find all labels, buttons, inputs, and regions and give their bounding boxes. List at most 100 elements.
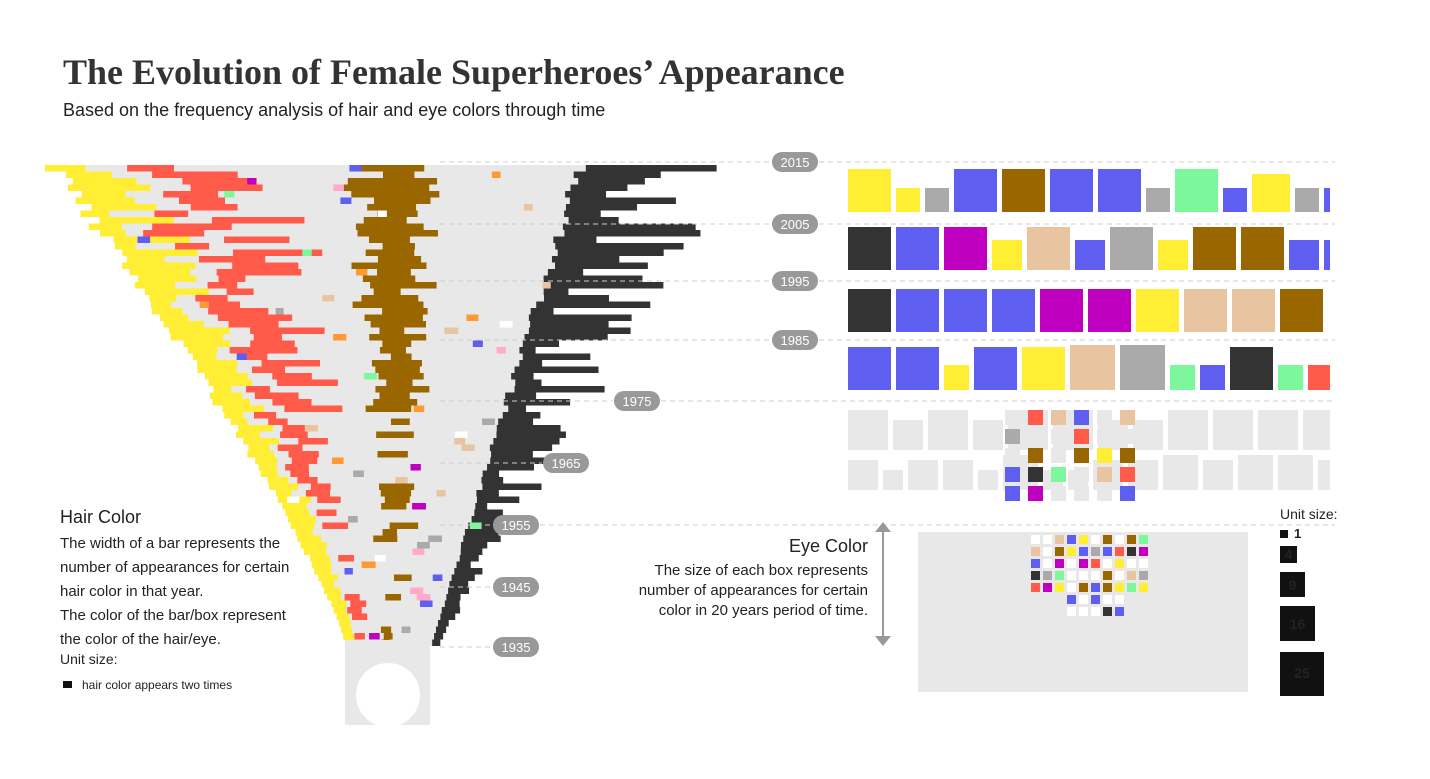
hair-bar <box>440 613 456 620</box>
hair-bar <box>449 581 469 588</box>
hair-bar <box>258 464 277 471</box>
hair-bar <box>496 431 566 438</box>
unit-box-label: 9 <box>1289 577 1297 593</box>
hair-bar <box>272 399 312 406</box>
eye-box <box>1051 410 1066 425</box>
hair-bar <box>380 626 392 633</box>
hair-bar <box>373 399 418 406</box>
hair-bar <box>255 457 278 464</box>
eye-box <box>978 470 998 490</box>
eye-box <box>848 169 891 212</box>
funnel-row <box>115 243 572 250</box>
hair-bar <box>508 405 527 412</box>
eye-box <box>1103 607 1112 616</box>
hair-bar <box>88 223 122 230</box>
hair-bar <box>444 600 460 607</box>
hair-bar <box>568 217 619 224</box>
funnel-row <box>149 295 559 302</box>
funnel-row <box>224 412 513 419</box>
funnel-row <box>318 574 455 581</box>
hair-bar <box>365 249 415 256</box>
hair-bar <box>268 418 288 425</box>
hair-bar <box>209 392 243 399</box>
hair-bar <box>528 314 632 321</box>
eye-box <box>1115 559 1124 568</box>
funnel-row <box>324 587 451 594</box>
eye-box <box>928 410 968 450</box>
hair-bar <box>239 353 268 360</box>
hair-box <box>304 425 318 434</box>
hair-bar <box>91 204 157 211</box>
funnel-row <box>290 522 474 529</box>
eye-box <box>1184 289 1227 332</box>
hair-bar <box>99 217 174 224</box>
hair-bar <box>230 418 248 425</box>
eye-box <box>1203 460 1233 490</box>
hair-bar <box>382 171 415 178</box>
hair-bar <box>375 386 430 393</box>
hair-bar <box>45 165 86 172</box>
hair-box <box>417 542 430 551</box>
hair-bar <box>355 223 424 230</box>
hair-bar <box>482 470 500 477</box>
year-pill <box>772 271 818 291</box>
eye-box <box>1079 595 1088 604</box>
funnel-row <box>258 464 495 471</box>
funnel-row <box>230 418 508 425</box>
hair-bar <box>476 490 499 497</box>
hair-bar <box>358 165 425 172</box>
funnel-row <box>212 399 514 406</box>
hair-bar <box>446 594 461 601</box>
funnel-row <box>236 431 506 438</box>
eye-box <box>1005 467 1020 482</box>
eye-box <box>1278 455 1313 490</box>
hair-bar <box>333 607 346 614</box>
eye-box <box>944 365 969 390</box>
hair-box <box>469 522 482 532</box>
eye-box <box>1002 169 1045 212</box>
eye-box <box>848 460 878 490</box>
hair-box <box>322 295 335 304</box>
eye-box <box>1127 547 1136 556</box>
hair-bar <box>519 360 543 367</box>
hair-bar <box>519 347 536 354</box>
hair-bar <box>122 262 196 269</box>
funnel-row <box>122 249 575 256</box>
hair-box <box>412 503 426 512</box>
funnel-row <box>285 509 480 516</box>
hair-bar <box>351 191 440 198</box>
hair-box <box>436 490 446 499</box>
hair-bar <box>543 295 609 302</box>
hair-bar <box>351 262 427 269</box>
funnel-row <box>170 334 538 341</box>
eye-legend-title: Eye Color <box>789 536 868 556</box>
hair-bar <box>182 178 257 185</box>
hair-bar <box>543 288 569 295</box>
hair-bar <box>285 509 310 516</box>
funnel-row <box>122 262 571 269</box>
eye-box <box>1067 607 1076 616</box>
eye-box <box>1127 571 1136 580</box>
hair-bar <box>269 483 299 490</box>
hair-bar <box>361 295 419 302</box>
year-pill <box>493 637 539 657</box>
funnel-row <box>91 204 585 211</box>
hair-bar <box>72 178 137 185</box>
hair-box <box>349 165 362 174</box>
eye-box <box>1031 535 1040 544</box>
hair-bar <box>152 308 183 315</box>
hair-box <box>432 574 443 584</box>
labels: 2015 2005 1995 1985 1975 1965 1955 1945 1935 The … <box>60 152 1335 696</box>
hair-bar <box>524 334 608 341</box>
hair-bar <box>224 236 290 243</box>
hair-bar <box>175 243 210 250</box>
eye-box <box>1097 486 1112 501</box>
hair-bar <box>190 184 263 191</box>
eye-box <box>1238 455 1273 490</box>
hair-bar <box>441 607 461 614</box>
hair-bar <box>502 412 541 419</box>
hair-box <box>377 210 387 220</box>
eye-box <box>992 240 1022 270</box>
hair-bar <box>134 282 176 289</box>
hair-bar <box>365 405 412 412</box>
